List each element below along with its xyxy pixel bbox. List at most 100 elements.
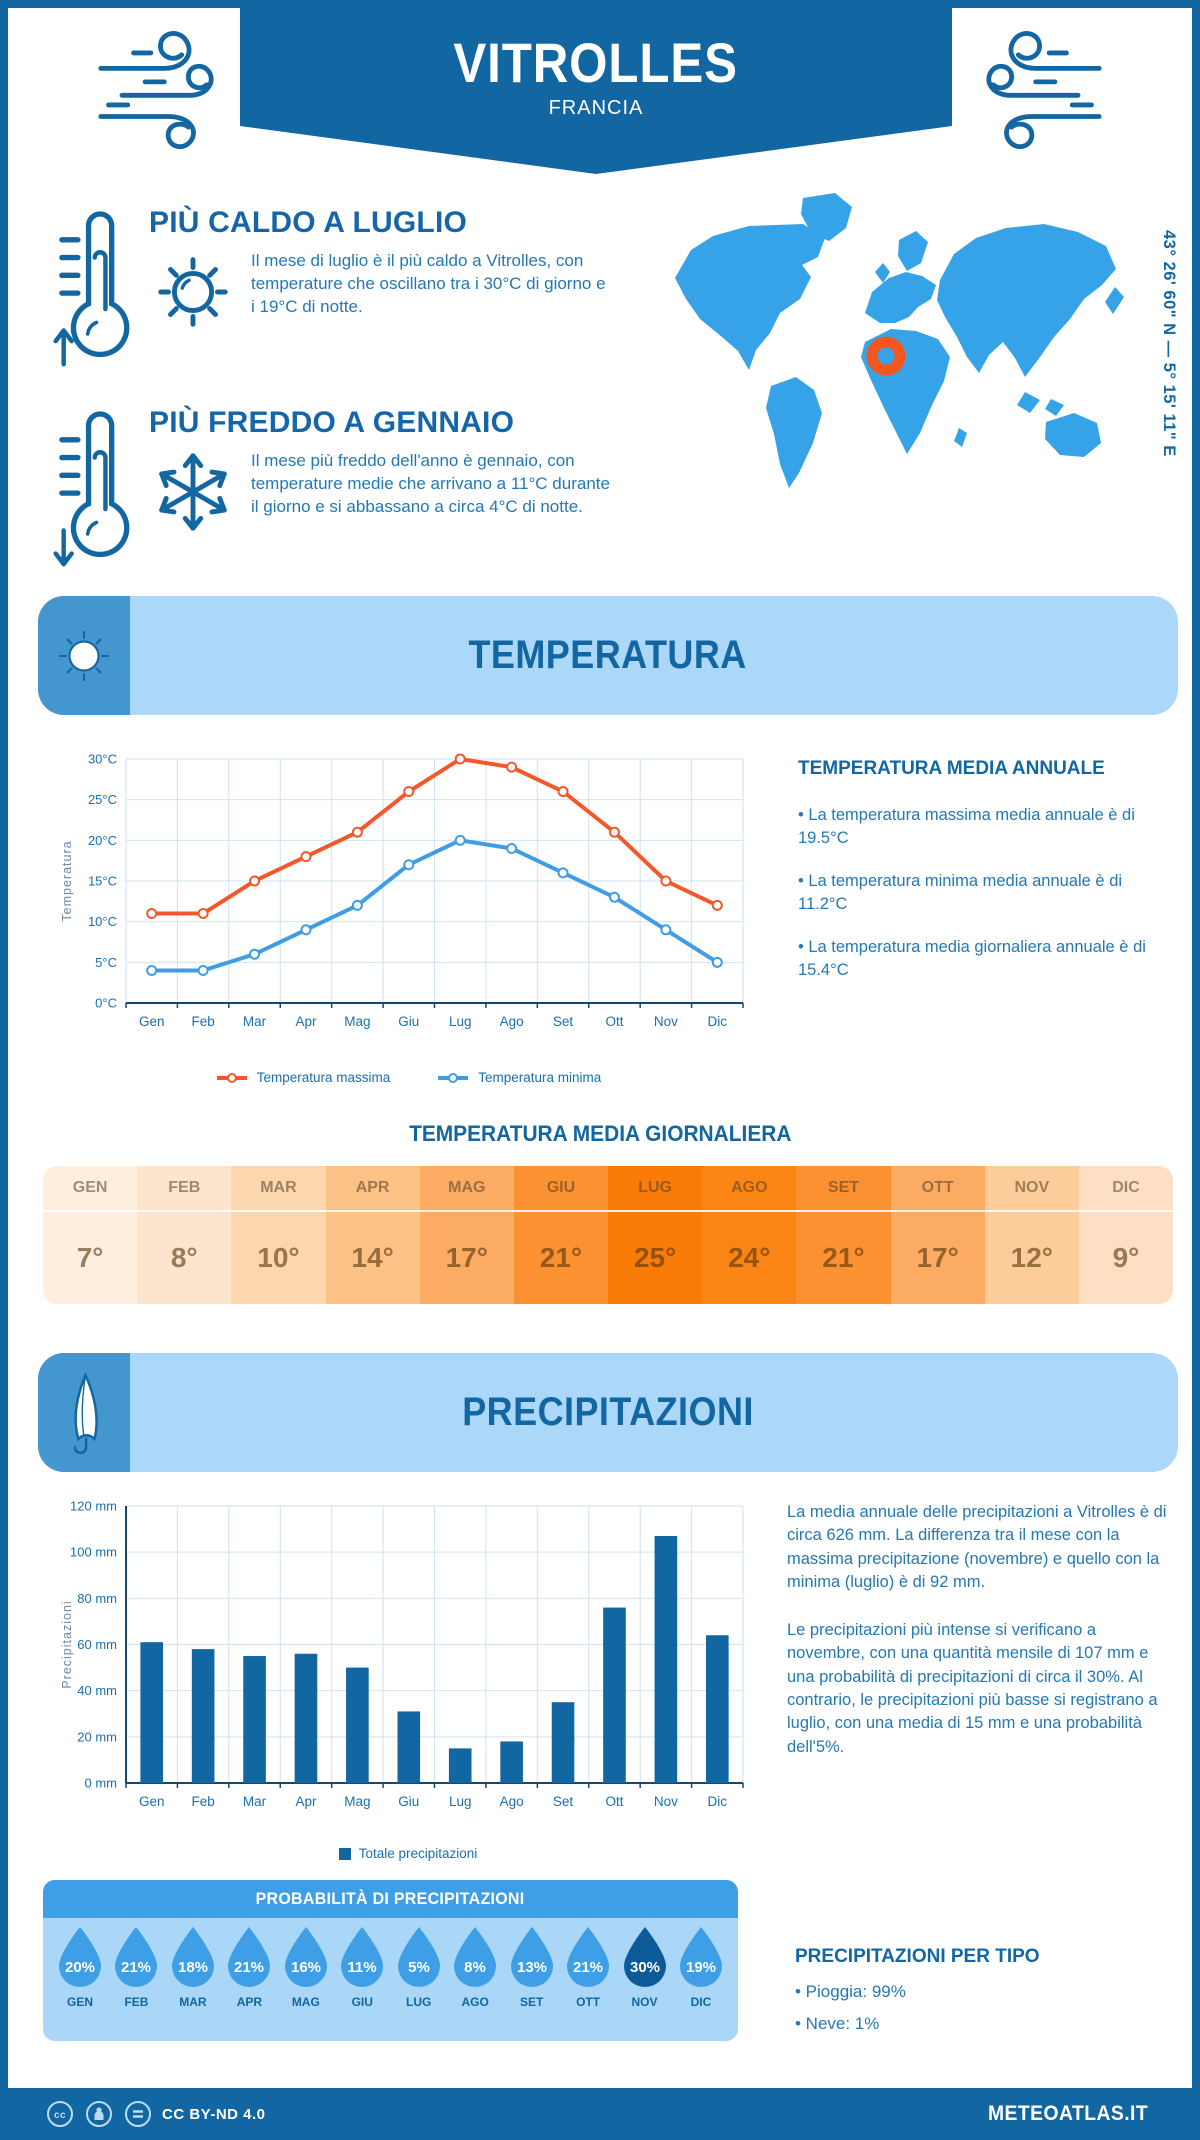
droplet-icon: 16% <box>284 1927 327 1987</box>
sun-icon <box>158 257 228 327</box>
data-point <box>403 859 415 871</box>
table-month-label: SET <box>796 1166 891 1212</box>
svg-text:Nov: Nov <box>654 1794 678 1809</box>
svg-text:cc: cc <box>54 2110 66 2121</box>
table-cell-lug: LUG 25° <box>608 1166 703 1304</box>
svg-text:16%: 16% <box>291 1959 321 1976</box>
droplet-month-label: MAG <box>291 1995 320 2009</box>
droplet-icon: 19% <box>679 1927 722 1987</box>
droplet-icon: 21% <box>567 1927 610 1987</box>
probability-droplet-ago: 8% AGO <box>448 1926 502 2009</box>
table-cell-gen: GEN 7° <box>43 1166 138 1304</box>
world-map <box>675 193 1124 488</box>
probability-droplets-row: 20% GEN 21% FEB 18% MAR 21% APR 16% MAG 11% GIU 5% LU… <box>43 1918 738 2009</box>
svg-text:Lug: Lug <box>449 1014 472 1029</box>
legend-item: Temperatura minima <box>436 1070 601 1085</box>
probability-droplet-dic: 19% DIC <box>674 1926 728 2009</box>
droplet-icon: 20% <box>59 1927 101 1987</box>
svg-text:5%: 5% <box>408 1959 430 1976</box>
highlight-hot-text: Il mese di luglio è il più caldo a Vitro… <box>251 251 606 316</box>
by-type-bullet: • Pioggia: 99% <box>795 1982 906 2001</box>
svg-text:Set: Set <box>553 1014 574 1029</box>
svg-text:5°C: 5°C <box>95 955 117 970</box>
droplet-icon: 13% <box>510 1927 553 1987</box>
table-temperature-value: 14° <box>351 1242 394 1273</box>
table-cell-mag: MAG 17° <box>419 1166 514 1304</box>
probability-droplet-nov: 30% NOV <box>618 1926 672 2009</box>
data-point <box>403 786 415 798</box>
droplet-icon: 21% <box>228 1927 271 1987</box>
svg-text:Ott: Ott <box>605 1014 623 1029</box>
snowflake-icon <box>159 453 227 531</box>
svg-text:Giu: Giu <box>398 1794 419 1809</box>
bar <box>397 1711 421 1783</box>
svg-text:Ott: Ott <box>605 1794 623 1809</box>
svg-text:15°C: 15°C <box>88 874 117 889</box>
daily-table-title: TEMPERATURA MEDIA GIORNALIERA <box>408 1121 792 1146</box>
bar <box>551 1702 575 1783</box>
table-temperature-value: 21° <box>822 1242 865 1273</box>
svg-text:Mag: Mag <box>344 1014 370 1029</box>
table-temperature-value: 10° <box>257 1242 300 1273</box>
table-cell-ott: OTT 17° <box>890 1166 985 1304</box>
probability-droplet-giu: 11% GIU <box>335 1926 389 2009</box>
precipitation-probability-panel: PROBABILITÀ DI PRECIPITAZIONI 20% GEN 21% F… <box>43 1880 738 2041</box>
temperature-section-title: TEMPERATURA <box>468 633 748 677</box>
table-month-label: LUG <box>608 1166 703 1212</box>
precipitation-paragraph: Le precipitazioni più intense si verific… <box>787 1620 1158 1756</box>
droplet-icon: 30% <box>623 1927 666 1987</box>
svg-text:0°C: 0°C <box>95 996 117 1011</box>
wind-icon <box>98 31 214 150</box>
droplet-month-label: APR <box>236 1995 263 2009</box>
svg-text:Mar: Mar <box>243 1014 267 1029</box>
bar <box>243 1656 266 1783</box>
svg-text:Apr: Apr <box>295 1794 317 1809</box>
bar <box>654 1536 678 1783</box>
thermometer-up-icon <box>53 211 130 367</box>
data-point <box>249 948 261 960</box>
precipitation-bar-chart: 0 mm 20 mm 40 mm 60 mm 80 mm 100 mm 120 mm Gen F… <box>60 1499 744 1809</box>
temperature-section-banner: TEMPERATURA <box>38 596 1178 715</box>
line-Temperatura massima <box>149 757 720 916</box>
svg-text:Precipitazioni: Precipitazioni <box>60 1600 74 1688</box>
svg-text:20°C: 20°C <box>88 833 117 848</box>
svg-text:13%: 13% <box>517 1959 547 1976</box>
data-point <box>506 842 518 854</box>
bar <box>500 1741 523 1783</box>
droplet-month-label: OTT <box>576 1995 601 2009</box>
coordinates-label: 43° 26' 60" N — 5° 15' 11" E <box>1160 230 1178 457</box>
highlight-cold-text: Il mese più freddo dell'anno è gennaio, … <box>251 451 610 516</box>
highlight-cold: PIÙ FREDDO A GENNAIO Il mese più freddo … <box>53 406 628 570</box>
table-month-label: APR <box>325 1166 420 1212</box>
data-point <box>557 867 569 879</box>
bar <box>705 1635 729 1783</box>
data-point <box>506 761 518 773</box>
probability-droplet-mag: 16% MAG <box>279 1926 333 2009</box>
table-cell-set: SET 21° <box>796 1166 891 1304</box>
table-temperature-value: 24° <box>728 1242 771 1273</box>
probability-droplet-apr: 21% APR <box>222 1926 276 2009</box>
svg-text:Ago: Ago <box>500 1014 524 1029</box>
table-month-label: MAR <box>231 1166 326 1212</box>
bar <box>603 1607 626 1783</box>
probability-droplet-gen: 20% GEN <box>53 1926 107 2009</box>
data-point <box>608 826 620 838</box>
svg-text:8%: 8% <box>464 1959 486 1976</box>
table-month-label: FEB <box>137 1166 232 1212</box>
droplet-month-label: FEB <box>124 1995 149 2009</box>
table-temperature-value: 17° <box>445 1242 488 1273</box>
svg-text:Feb: Feb <box>191 1014 214 1029</box>
droplet-month-label: LUG <box>406 1995 432 2009</box>
svg-text:Dic: Dic <box>708 1014 728 1029</box>
svg-text:0 mm: 0 mm <box>85 1776 118 1791</box>
line-Temperatura minima <box>149 838 720 973</box>
table-cell-feb: FEB 8° <box>137 1166 232 1304</box>
page-subtitle: FRANCIA <box>548 97 644 119</box>
annual-bullet: • La temperatura minima media annuale è … <box>798 872 1123 914</box>
no-derivatives-icon <box>125 2101 151 2127</box>
svg-text:30°C: 30°C <box>88 752 117 767</box>
precipitation-paragraph: La media annuale delle precipitazioni a … <box>787 1503 1167 1592</box>
by-type-title: PRECIPITAZIONI PER TIPO <box>795 1946 1040 1967</box>
license-label: CC BY-ND 4.0 <box>162 2105 266 2123</box>
